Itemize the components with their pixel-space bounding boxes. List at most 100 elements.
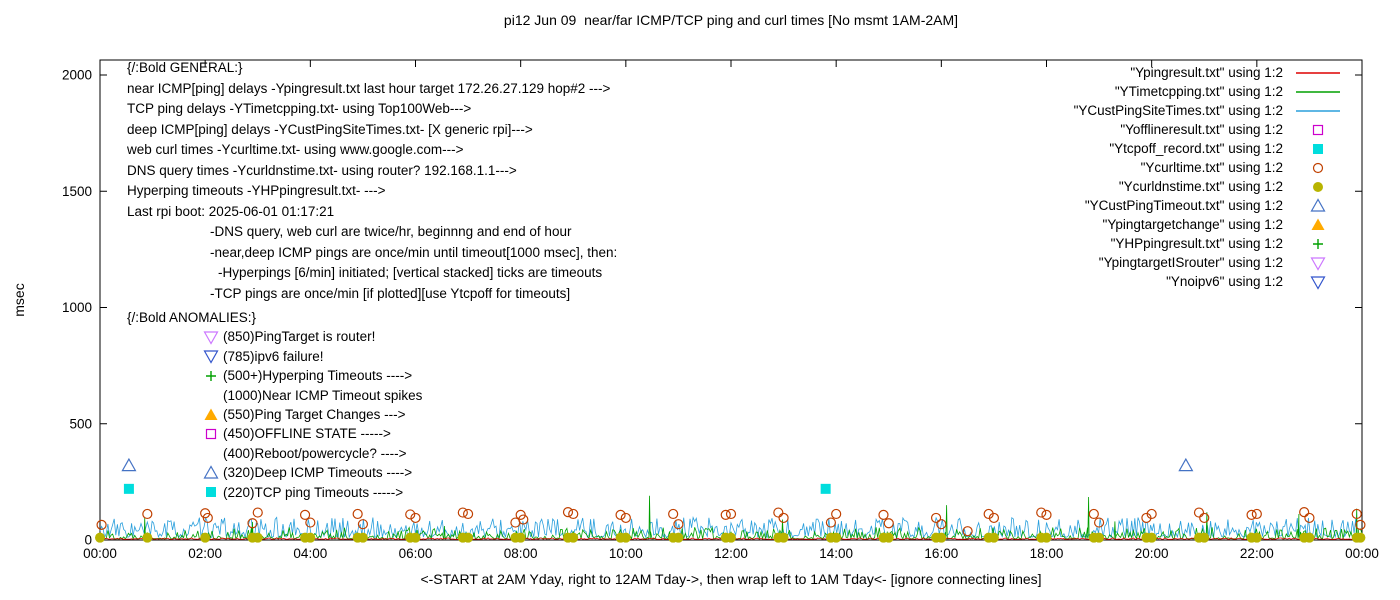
legend-label: "Ycurldnstime.txt" using 1:2	[1118, 179, 1283, 194]
y-tick-label: 1500	[62, 184, 92, 199]
legend-label: "YCustPingSiteTimes.txt" using 1:2	[1073, 103, 1283, 118]
nabla-open-icon	[203, 329, 223, 345]
legend-label: "Ynoipv6" using 1:2	[1166, 274, 1283, 289]
anomaly-text: (500+)Hyperping Timeouts ---->	[223, 368, 413, 384]
anomaly-item: (1000)Near ICMP Timeout spikes	[203, 386, 422, 405]
y-tick-label: 0	[84, 533, 92, 548]
legend-entry: "Ycurldnstime.txt" using 1:2	[1074, 177, 1343, 196]
legend-entry: "Ynoipv6" using 1:2	[1074, 272, 1343, 291]
triangle-filled-icon	[1293, 217, 1343, 233]
general-line: TCP ping delays -YTimetcpping.txt- using…	[127, 101, 472, 116]
legend-entry: "Ytcpoff_record.txt" using 1:2	[1074, 139, 1343, 158]
anomaly-text: (550)Ping Target Changes --->	[223, 406, 406, 422]
legend-label: "Ycurltime.txt" using 1:2	[1140, 160, 1283, 175]
y-tick-label: 500	[69, 416, 92, 431]
anomaly-item: (500+)Hyperping Timeouts ---->	[203, 366, 422, 385]
legend-line-sample	[1293, 103, 1343, 119]
x-tick-label: 14:00	[819, 546, 853, 561]
nabla-open-icon	[1293, 274, 1343, 290]
x-tick-label: 02:00	[188, 546, 222, 561]
anomaly-text: (1000)Near ICMP Timeout spikes	[223, 387, 423, 403]
general-line: -TCP pings are once/min [if plotted][use…	[210, 285, 571, 301]
legend-entry: "YCustPingSiteTimes.txt" using 1:2	[1074, 101, 1343, 120]
legend-entry: "Yofflineresult.txt" using 1:2	[1074, 120, 1343, 139]
general-line: Hyperping timeouts -YHPpingresult.txt- -…	[127, 183, 386, 198]
anomaly-item: (220)TCP ping Timeouts ----->	[203, 483, 422, 502]
legend-label: "Ypingtargetchange" using 1:2	[1102, 217, 1283, 232]
general-annotation: {/:Bold GENERAL:} near ICMP[ping] delays …	[127, 58, 617, 304]
x-tick-label: 06:00	[399, 546, 433, 561]
legend-entry: "YCustPingTimeout.txt" using 1:2	[1074, 196, 1343, 215]
no-marker	[203, 387, 223, 403]
triangle-filled-icon	[203, 407, 223, 423]
square-filled-icon	[1293, 141, 1343, 157]
general-line: -Hyperpings [6/min] initiated; [vertical…	[218, 265, 603, 280]
x-tick-label: 18:00	[1030, 546, 1064, 561]
circle-open-icon	[1293, 160, 1343, 176]
y-axis-label: msec	[11, 283, 27, 317]
triangle-open-icon	[203, 465, 223, 481]
legend-line-sample	[1293, 84, 1343, 100]
legend-entry: "YpingtargetISrouter" using 1:2	[1074, 253, 1343, 272]
legend-label: "YHPpingresult.txt" using 1:2	[1110, 236, 1283, 251]
x-tick-label: 00:00	[1345, 546, 1379, 561]
nabla-open-icon	[1293, 255, 1343, 271]
x-tick-label: 00:00	[83, 546, 117, 561]
anomaly-item: (450)OFFLINE STATE ----->	[203, 424, 422, 443]
square-open-icon	[203, 426, 223, 442]
anomalies-annotation: {/:Bold ANOMALIES:} (850)PingTarget is ro…	[127, 308, 422, 502]
plus-icon	[1293, 236, 1343, 252]
anomaly-text: (400)Reboot/powercycle? ---->	[223, 445, 407, 461]
general-line: DNS query times -Ycurldnstime.txt- using…	[127, 162, 517, 178]
anomaly-text: (220)TCP ping Timeouts ----->	[223, 484, 404, 500]
general-line: near ICMP[ping] delays -Ypingresult.txt …	[127, 80, 611, 96]
general-line: web curl times -Ycurltime.txt- using www…	[127, 142, 464, 157]
legend-entry: "Ycurltime.txt" using 1:2	[1074, 158, 1343, 177]
anomalies-header: {/:Bold ANOMALIES:}	[127, 310, 257, 325]
x-axis-caption: <-START at 2AM Yday, right to 12AM Tday-…	[420, 571, 1042, 587]
square-open-icon	[1293, 122, 1343, 138]
legend-line-sample	[1293, 65, 1343, 81]
legend-entry: "Ypingresult.txt" using 1:2	[1074, 63, 1343, 82]
x-tick-label: 10:00	[609, 546, 643, 561]
anomaly-text: (850)PingTarget is router!	[223, 329, 376, 345]
y-tick-label: 1000	[62, 300, 92, 315]
general-header: {/:Bold GENERAL:}	[127, 60, 243, 75]
legend-entry: "YTimetcpping.txt" using 1:2	[1074, 82, 1343, 101]
x-tick-label: 04:00	[293, 546, 327, 561]
x-tick-label: 20:00	[1135, 546, 1169, 561]
general-line: -near,deep ICMP pings are once/min until…	[210, 244, 618, 260]
anomaly-text: (450)OFFLINE STATE ----->	[223, 426, 391, 442]
chart-title: pi12 Jun 09 near/far ICMP/TCP ping and c…	[503, 12, 959, 28]
anomaly-text: (320)Deep ICMP Timeouts ---->	[223, 465, 413, 481]
legend-label: "Ytcpoff_record.txt" using 1:2	[1109, 141, 1283, 156]
x-tick-label: 12:00	[714, 546, 748, 561]
y-tick-label: 2000	[62, 68, 92, 83]
series-line	[99, 515, 1363, 539]
anomaly-item: (850)PingTarget is router!	[203, 327, 422, 346]
anomaly-item: (320)Deep ICMP Timeouts ---->	[203, 463, 422, 482]
no-marker	[203, 445, 223, 461]
legend-entry: "YHPpingresult.txt" using 1:2	[1074, 234, 1343, 253]
legend-label: "YCustPingTimeout.txt" using 1:2	[1084, 198, 1283, 213]
anomaly-item: (550)Ping Target Changes --->	[203, 405, 422, 424]
x-tick-label: 08:00	[504, 546, 538, 561]
nabla-open-icon	[203, 348, 223, 365]
legend-label: "YTimetcpping.txt" using 1:2	[1114, 84, 1283, 99]
legend: "Ypingresult.txt" using 1:2 "YTimetcpping…	[1074, 63, 1343, 291]
legend-label: "Yofflineresult.txt" using 1:2	[1120, 122, 1283, 137]
legend-entry: "Ypingtargetchange" using 1:2	[1074, 215, 1343, 234]
triangle-open-icon	[1293, 197, 1343, 214]
x-tick-label: 22:00	[1240, 546, 1274, 561]
anomaly-item: (785)ipv6 failure!	[203, 347, 422, 366]
plus-icon	[203, 368, 223, 384]
anomaly-item: (400)Reboot/powercycle? ---->	[203, 444, 422, 463]
general-line: -DNS query, web curl are twice/hr, begin…	[210, 224, 572, 239]
general-line: Last rpi boot: 2025-06-01 01:17:21	[127, 203, 335, 219]
square-filled-icon	[203, 484, 223, 500]
general-line: deep ICMP[ping] delays -YCustPingSiteTim…	[127, 121, 533, 137]
circle-filled-icon	[1293, 179, 1343, 195]
legend-label: "YpingtargetISrouter" using 1:2	[1098, 255, 1283, 270]
